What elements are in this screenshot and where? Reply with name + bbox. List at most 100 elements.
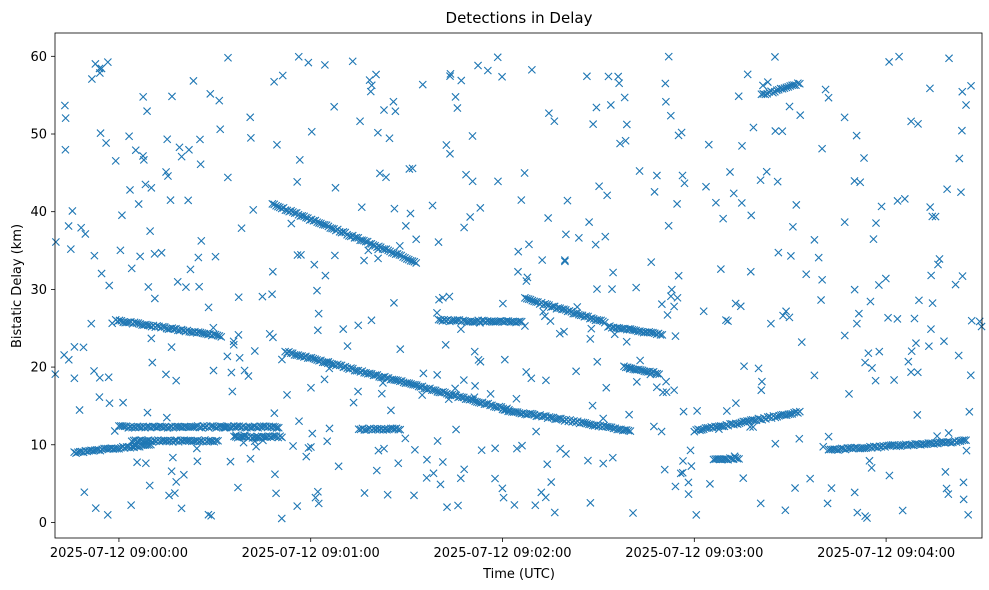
detection-point [662,388,671,397]
detection-point [325,424,334,433]
detection-point [476,203,485,212]
detection-point [867,463,876,472]
detection-point [743,70,752,79]
detection-point [150,249,159,258]
detection-point [244,372,253,381]
detection-point [609,268,618,277]
track-point [365,369,374,378]
detection-point [278,71,287,80]
detection-point [893,196,902,205]
detection-point [293,502,302,511]
detection-point [97,64,106,73]
detection-point [786,251,795,260]
detection-point [625,364,634,373]
detection-point [306,383,315,392]
detection-point [890,376,899,385]
detection-point [70,342,79,351]
track-point [653,369,662,378]
detection-point [595,182,604,191]
track-point [384,246,393,255]
detection-point [374,446,383,455]
detection-point [585,218,594,227]
detection-point [192,444,201,453]
detection-point [965,407,974,416]
detection-point [510,500,519,509]
detection-point [438,458,447,466]
detection-point [477,446,486,455]
detection-point [294,52,303,61]
detection-point [175,143,184,152]
detection-point [884,313,893,322]
detection-point [933,432,942,441]
detection-point [61,114,70,123]
detection-point [736,302,745,311]
detection-point [520,322,529,331]
detection-point [827,484,836,493]
detection-point [378,378,387,387]
detection-point [661,79,670,88]
track-point [597,316,606,325]
detection-point [537,488,546,497]
track-point [517,317,526,326]
track-point [134,319,143,328]
detection-point [532,427,541,436]
detection-point [367,81,376,90]
detection-point [91,59,100,68]
track-point [697,425,706,434]
detection-point [863,513,871,522]
detection-point [518,441,527,450]
detection-point [170,489,179,498]
detection-point [435,295,443,304]
detection-point [614,72,623,81]
detection-point [957,126,966,135]
detection-point [293,177,302,186]
detection-point [97,269,106,278]
detection-point [270,470,279,479]
detection-point [770,52,779,61]
detection-point [349,398,358,407]
track-point [587,314,596,323]
detection-point [195,282,204,291]
detection-point [687,462,696,471]
detection-point [602,383,611,392]
detection-point [845,389,854,398]
track-point [788,81,797,90]
detection-point [928,212,937,221]
detection-point [556,444,565,453]
detection-point [586,498,595,507]
y-tick-label: 0 [39,516,47,531]
detection-point [441,340,450,349]
detection-point [684,490,693,499]
track-point [346,364,355,373]
detection-point [446,69,455,78]
detection-point [840,218,849,227]
detection-point [462,170,471,179]
track-point [457,393,466,402]
detection-point [141,459,150,468]
detection-point [603,191,612,200]
detection-point [550,508,559,517]
detection-point [522,367,531,376]
detection-point [172,376,181,385]
detection-point [927,271,936,280]
detection-point [314,309,323,318]
detection-point [471,381,480,390]
track-point [793,79,802,88]
axes-frame [54,32,983,539]
detection-point [731,399,740,408]
detection-point [646,370,655,379]
detection-point [601,232,610,241]
detection-point [954,351,963,360]
detection-point [366,87,375,96]
track-point [543,300,552,309]
detection-point [136,252,145,261]
detection-point [821,85,830,94]
y-tick-label: 50 [30,128,47,143]
detection-point [61,145,70,154]
detection-point [147,183,156,192]
detection-point [587,324,596,333]
detection-point [433,436,442,445]
detection-point [348,57,357,66]
detection-point [270,77,279,86]
detection-point [555,329,564,338]
